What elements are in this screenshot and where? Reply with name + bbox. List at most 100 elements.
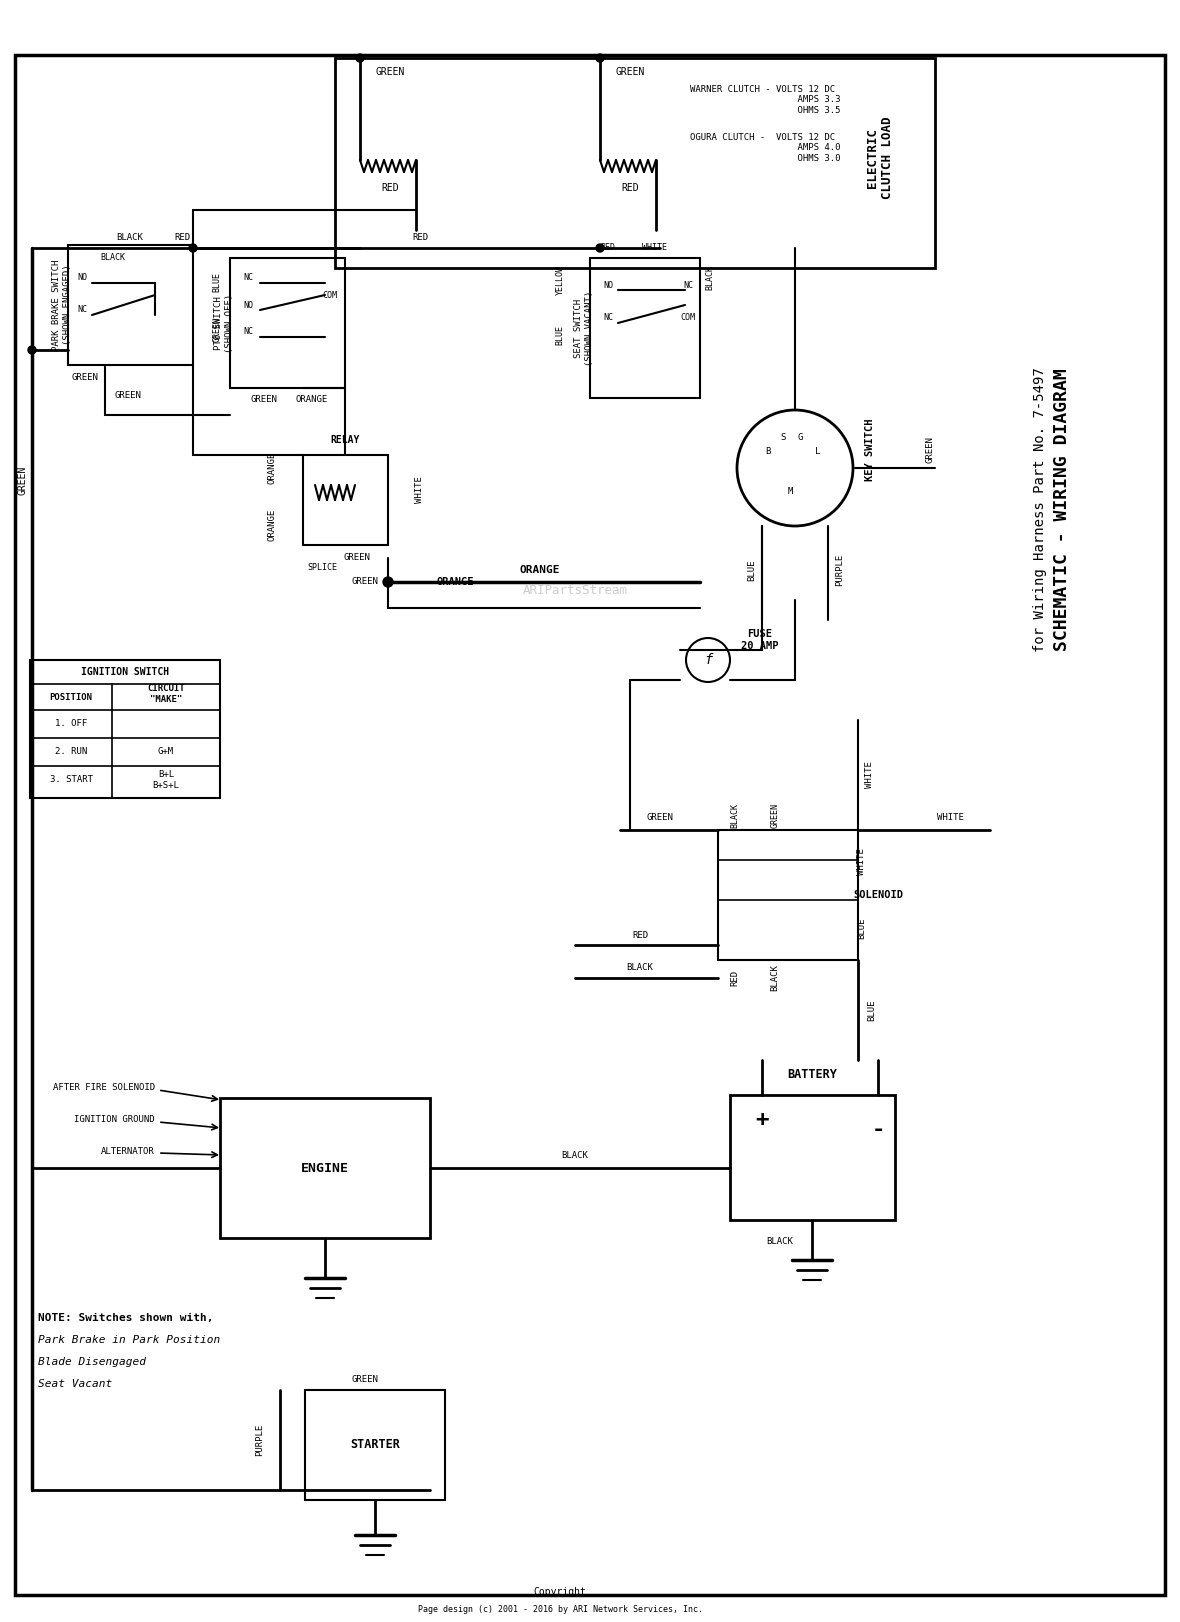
Text: RED: RED: [621, 183, 638, 193]
Text: STARTER: STARTER: [350, 1439, 400, 1452]
Text: RED: RED: [173, 234, 190, 243]
Circle shape: [189, 243, 197, 251]
Text: WHITE: WHITE: [865, 762, 874, 788]
Text: NOTE: Switches shown with,: NOTE: Switches shown with,: [38, 1312, 214, 1324]
Text: GREEN: GREEN: [343, 553, 371, 563]
Text: GREEN: GREEN: [250, 396, 277, 404]
Text: SOLENOID: SOLENOID: [853, 890, 903, 900]
Text: BLACK: BLACK: [730, 803, 740, 827]
Text: ORANGE: ORANGE: [437, 577, 473, 587]
Text: ARIPartsStream: ARIPartsStream: [523, 584, 628, 597]
Circle shape: [28, 345, 37, 354]
Bar: [230, 258, 345, 388]
Text: 3. START: 3. START: [50, 775, 92, 785]
Text: GREEN: GREEN: [925, 436, 935, 464]
Text: BLACK: BLACK: [767, 1238, 793, 1246]
Text: NC: NC: [603, 313, 612, 323]
Circle shape: [384, 577, 393, 587]
Text: CIRCUIT
"MAKE": CIRCUIT "MAKE": [148, 684, 185, 704]
Bar: [68, 245, 194, 365]
Text: IGNITION SWITCH: IGNITION SWITCH: [81, 667, 169, 676]
Bar: [590, 258, 700, 397]
Text: COM: COM: [322, 290, 337, 300]
Text: L: L: [815, 448, 820, 456]
Text: GREEN: GREEN: [615, 67, 644, 76]
Text: NC: NC: [77, 305, 87, 315]
Text: GREEN: GREEN: [352, 1375, 379, 1385]
Text: BLUE: BLUE: [212, 272, 222, 292]
Text: S: S: [780, 433, 786, 443]
Text: SEAT SWITCH
(SHOWN VACANT): SEAT SWITCH (SHOWN VACANT): [575, 290, 594, 365]
Text: RELAY: RELAY: [330, 435, 360, 444]
Text: GREEN: GREEN: [375, 67, 405, 76]
Bar: [335, 58, 935, 268]
Text: ALTERNATOR: ALTERNATOR: [101, 1147, 155, 1156]
Text: -: -: [871, 1121, 885, 1140]
Circle shape: [596, 54, 604, 62]
Text: +: +: [755, 1109, 768, 1131]
Text: BLACK: BLACK: [627, 963, 654, 973]
Text: RED: RED: [601, 243, 616, 253]
Text: ORANGE: ORANGE: [268, 453, 276, 483]
Text: WHITE: WHITE: [937, 814, 963, 822]
Text: POSITION: POSITION: [50, 693, 92, 701]
Text: ORANGE: ORANGE: [519, 564, 560, 576]
Text: BLUE: BLUE: [556, 324, 564, 345]
Text: WHITE: WHITE: [642, 243, 668, 253]
Bar: [219, 1098, 430, 1238]
Circle shape: [596, 243, 604, 251]
Text: GREEN: GREEN: [647, 814, 674, 822]
Text: 1. OFF: 1. OFF: [55, 720, 87, 728]
Text: RED: RED: [632, 931, 648, 939]
Text: BATTERY: BATTERY: [787, 1069, 837, 1082]
Text: PURPLE: PURPLE: [256, 1424, 264, 1457]
Text: GREEN: GREEN: [352, 577, 379, 587]
Text: OGURA CLUTCH -  VOLTS 12 DC
                    AMPS 4.0
                    OHM: OGURA CLUTCH - VOLTS 12 DC AMPS 4.0 OHM: [690, 133, 840, 162]
Bar: [717, 830, 858, 960]
Text: BLUE: BLUE: [747, 560, 756, 581]
Text: COM: COM: [681, 313, 695, 323]
Text: Park Brake in Park Position: Park Brake in Park Position: [38, 1335, 221, 1345]
Text: Blade Disengaged: Blade Disengaged: [38, 1358, 146, 1367]
Text: WHITE: WHITE: [858, 848, 866, 876]
Text: IGNITION GROUND: IGNITION GROUND: [74, 1116, 155, 1124]
Bar: [730, 1095, 894, 1220]
Text: BLACK: BLACK: [100, 253, 125, 263]
Text: Page design (c) 2001 - 2016 by ARI Network Services, Inc.: Page design (c) 2001 - 2016 by ARI Netwo…: [418, 1606, 702, 1614]
Text: BLACK: BLACK: [706, 266, 715, 290]
Text: BLACK: BLACK: [771, 965, 780, 991]
Text: f: f: [703, 654, 713, 667]
Text: ORANGE: ORANGE: [268, 509, 276, 542]
Text: GREEN: GREEN: [72, 373, 98, 383]
Text: NC: NC: [683, 281, 693, 289]
Text: YELLOW: YELLOW: [556, 264, 564, 295]
Text: GREEN: GREEN: [771, 803, 780, 827]
Text: BLUE: BLUE: [867, 999, 877, 1020]
Text: Copyright: Copyright: [533, 1586, 586, 1598]
Text: ORANGE: ORANGE: [296, 396, 328, 404]
Text: KEY SWITCH: KEY SWITCH: [865, 418, 876, 482]
Bar: [30, 660, 219, 798]
Text: PURPLE: PURPLE: [835, 553, 845, 586]
Text: Seat Vacant: Seat Vacant: [38, 1379, 112, 1388]
Text: RED: RED: [412, 234, 428, 243]
Text: NO: NO: [603, 281, 612, 289]
Text: G: G: [798, 433, 802, 443]
Text: BLUE: BLUE: [858, 918, 866, 939]
Circle shape: [356, 54, 363, 62]
Text: 2. RUN: 2. RUN: [55, 748, 87, 756]
Text: PTO SWITCH
(SHOWN OFF): PTO SWITCH (SHOWN OFF): [215, 294, 234, 352]
Text: B: B: [766, 448, 771, 456]
Text: NO: NO: [243, 300, 253, 310]
Text: GREEN: GREEN: [17, 466, 27, 495]
Text: FUSE
20 AMP: FUSE 20 AMP: [741, 629, 779, 650]
Text: NC: NC: [243, 274, 253, 282]
Text: RED: RED: [730, 970, 740, 986]
Text: M: M: [787, 488, 793, 496]
Text: GREEN: GREEN: [114, 391, 142, 399]
Text: AFTER FIRE SOLENOID: AFTER FIRE SOLENOID: [53, 1083, 155, 1093]
Text: BLACK: BLACK: [562, 1150, 589, 1160]
Text: GREEN: GREEN: [212, 318, 222, 342]
Text: WHITE: WHITE: [415, 477, 425, 503]
Text: for Wiring Harness Part No. 7-5497: for Wiring Harness Part No. 7-5497: [1032, 368, 1047, 652]
